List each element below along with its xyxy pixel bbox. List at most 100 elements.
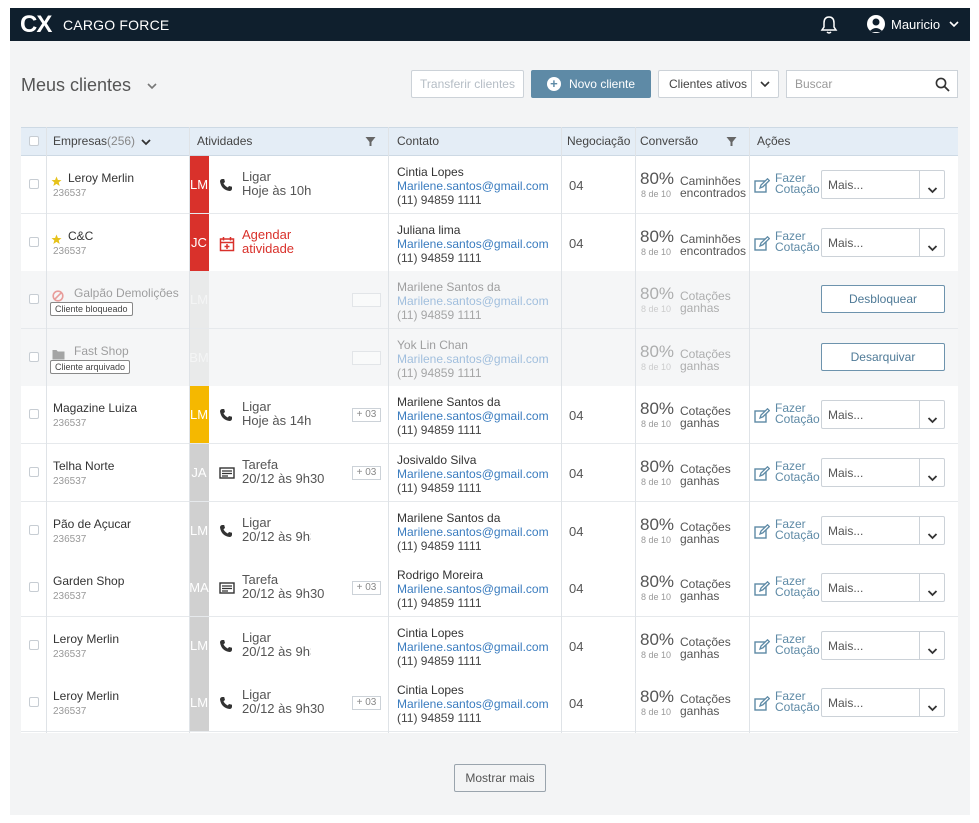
activity-time[interactable]: 20/12 às 9h30 <box>242 471 325 486</box>
make-quote-link[interactable]: Fazer <box>775 401 806 416</box>
activity-time[interactable]: 20/12 às 9h30 <box>242 701 325 717</box>
contact-email[interactable]: Marilene.santos@gmail.com <box>397 179 549 193</box>
activity-count-badge[interactable]: + 03 <box>352 581 381 596</box>
activity-type[interactable]: Ligar <box>242 687 271 703</box>
activity-type[interactable]: Ligar <box>242 514 271 530</box>
more-actions-select[interactable]: Mais... <box>821 630 945 660</box>
make-quote-link[interactable]: Cotação <box>775 182 820 196</box>
activity-type[interactable]: Ligar <box>242 169 271 184</box>
transfer-clients-button[interactable]: Transferir clientes <box>411 70 524 98</box>
activity-type[interactable]: Tarefa <box>242 457 279 472</box>
make-quote-link[interactable]: Cotação <box>775 527 820 542</box>
company-name[interactable]: Leroy Merlin <box>53 631 120 646</box>
make-quote-link[interactable]: Fazer <box>775 171 806 185</box>
company-name[interactable]: Galpão Demolições <box>74 286 179 301</box>
phone-icon[interactable] <box>219 639 233 653</box>
filter-icon[interactable] <box>726 136 737 147</box>
edit-quote-icon[interactable] <box>754 177 771 193</box>
make-quote-link[interactable]: Fazer <box>775 631 806 646</box>
make-quote-link[interactable]: Fazer <box>775 228 806 243</box>
more-actions-select[interactable]: Mais... <box>821 400 945 430</box>
row-checkbox[interactable] <box>29 524 39 535</box>
phone-icon[interactable] <box>219 696 233 710</box>
contact-email[interactable]: Marilene.santos@gmail.com <box>397 294 549 309</box>
row-checkbox[interactable] <box>29 179 39 189</box>
contact-email[interactable]: Marilene.santos@gmail.com <box>397 524 549 539</box>
contact-email[interactable]: Marilene.santos@gmail.com <box>397 697 549 712</box>
contact-email[interactable]: Marilene.santos@gmail.com <box>397 409 549 424</box>
make-quote-link[interactable]: Cotação <box>775 470 820 484</box>
phone-icon[interactable] <box>219 408 233 422</box>
row-checkbox[interactable] <box>29 639 39 650</box>
row-checkbox[interactable] <box>29 582 39 593</box>
make-quote-link[interactable]: Cotação <box>775 642 820 657</box>
company-name[interactable]: Pão de Açucar <box>53 516 132 531</box>
task-icon[interactable] <box>219 581 235 595</box>
contact-email[interactable]: Marilene.santos@gmail.com <box>397 467 549 481</box>
activity-time[interactable]: Hoje às 14h <box>242 413 312 429</box>
search-icon[interactable] <box>935 77 950 92</box>
edit-quote-icon[interactable] <box>754 465 771 481</box>
activity-time[interactable]: atividade <box>242 240 295 256</box>
edit-quote-icon[interactable] <box>754 696 771 712</box>
unblock-button[interactable]: Desbloquear <box>821 285 945 314</box>
make-quote-link[interactable]: Cotação <box>775 585 820 600</box>
user-name[interactable]: Mauricio <box>891 17 941 32</box>
company-name[interactable]: Garden Shop <box>53 574 125 589</box>
company-name[interactable]: C&C <box>68 228 94 243</box>
make-quote-link[interactable]: Cotação <box>775 700 820 715</box>
unarchive-button[interactable]: Desarquivar <box>821 342 945 371</box>
search-input[interactable] <box>787 71 927 97</box>
bell-icon[interactable] <box>820 15 838 35</box>
more-actions-select[interactable]: Mais... <box>821 458 945 487</box>
row-checkbox[interactable] <box>29 294 39 305</box>
show-more-button[interactable]: Mostrar mais <box>454 764 546 792</box>
activity-type[interactable]: Agendar <box>242 226 292 242</box>
make-quote-link[interactable]: Fazer <box>775 459 806 473</box>
company-name[interactable]: Leroy Merlin <box>68 171 135 185</box>
activity-type[interactable]: Tarefa <box>242 572 279 588</box>
calendar-plus-icon[interactable] <box>219 236 235 251</box>
make-quote-link[interactable]: Fazer <box>775 516 806 531</box>
edit-quote-icon[interactable] <box>754 638 771 654</box>
user-avatar-icon[interactable] <box>867 15 885 33</box>
make-quote-link[interactable]: Cotação <box>775 412 820 427</box>
more-actions-select[interactable]: Mais... <box>821 227 945 257</box>
more-actions-select[interactable]: Mais... <box>821 170 945 199</box>
row-checkbox[interactable] <box>29 236 39 247</box>
company-name[interactable]: Telha Norte <box>53 459 115 473</box>
activity-type[interactable]: Ligar <box>242 399 271 415</box>
activity-time[interactable]: Hoje às 10h <box>242 183 312 198</box>
edit-quote-icon[interactable] <box>754 235 771 251</box>
edit-quote-icon[interactable] <box>754 408 771 424</box>
make-quote-link[interactable]: Fazer <box>775 689 806 704</box>
make-quote-link[interactable]: Cotação <box>775 239 820 254</box>
chevron-down-icon[interactable] <box>949 19 959 29</box>
task-icon[interactable] <box>219 466 235 480</box>
activity-time[interactable]: 20/12 às 9h30 <box>242 528 311 544</box>
phone-icon[interactable] <box>219 524 233 538</box>
activity-type[interactable]: Ligar <box>242 629 271 645</box>
row-checkbox[interactable] <box>29 467 39 477</box>
activity-time[interactable]: 20/12 às 9h30 <box>242 643 311 659</box>
select-all-checkbox[interactable] <box>29 136 39 146</box>
company-name[interactable]: Leroy Merlin <box>53 689 120 704</box>
activity-time[interactable]: 20/12 às 9h30 <box>242 586 325 602</box>
more-actions-select[interactable]: Mais... <box>821 573 945 603</box>
more-actions-select[interactable]: Mais... <box>821 515 945 545</box>
star-icon[interactable] <box>51 174 62 186</box>
activity-count-badge[interactable]: + 03 <box>352 466 381 480</box>
contact-email[interactable]: Marilene.santos@gmail.com <box>397 582 549 597</box>
make-quote-link[interactable]: Fazer <box>775 574 806 589</box>
contact-email[interactable]: Marilene.santos@gmail.com <box>397 639 549 654</box>
activity-count-badge[interactable]: + 03 <box>352 696 381 711</box>
row-checkbox[interactable] <box>29 697 39 708</box>
chevron-down-icon[interactable] <box>146 81 158 91</box>
phone-icon[interactable] <box>219 178 233 192</box>
edit-quote-icon[interactable] <box>754 581 771 596</box>
row-checkbox[interactable] <box>29 409 39 420</box>
new-client-button[interactable]: + Novo cliente <box>531 70 651 98</box>
edit-quote-icon[interactable] <box>754 523 771 539</box>
company-name[interactable]: Magazine Luiza <box>53 401 138 416</box>
activity-count-badge[interactable]: + 03 <box>352 408 381 423</box>
